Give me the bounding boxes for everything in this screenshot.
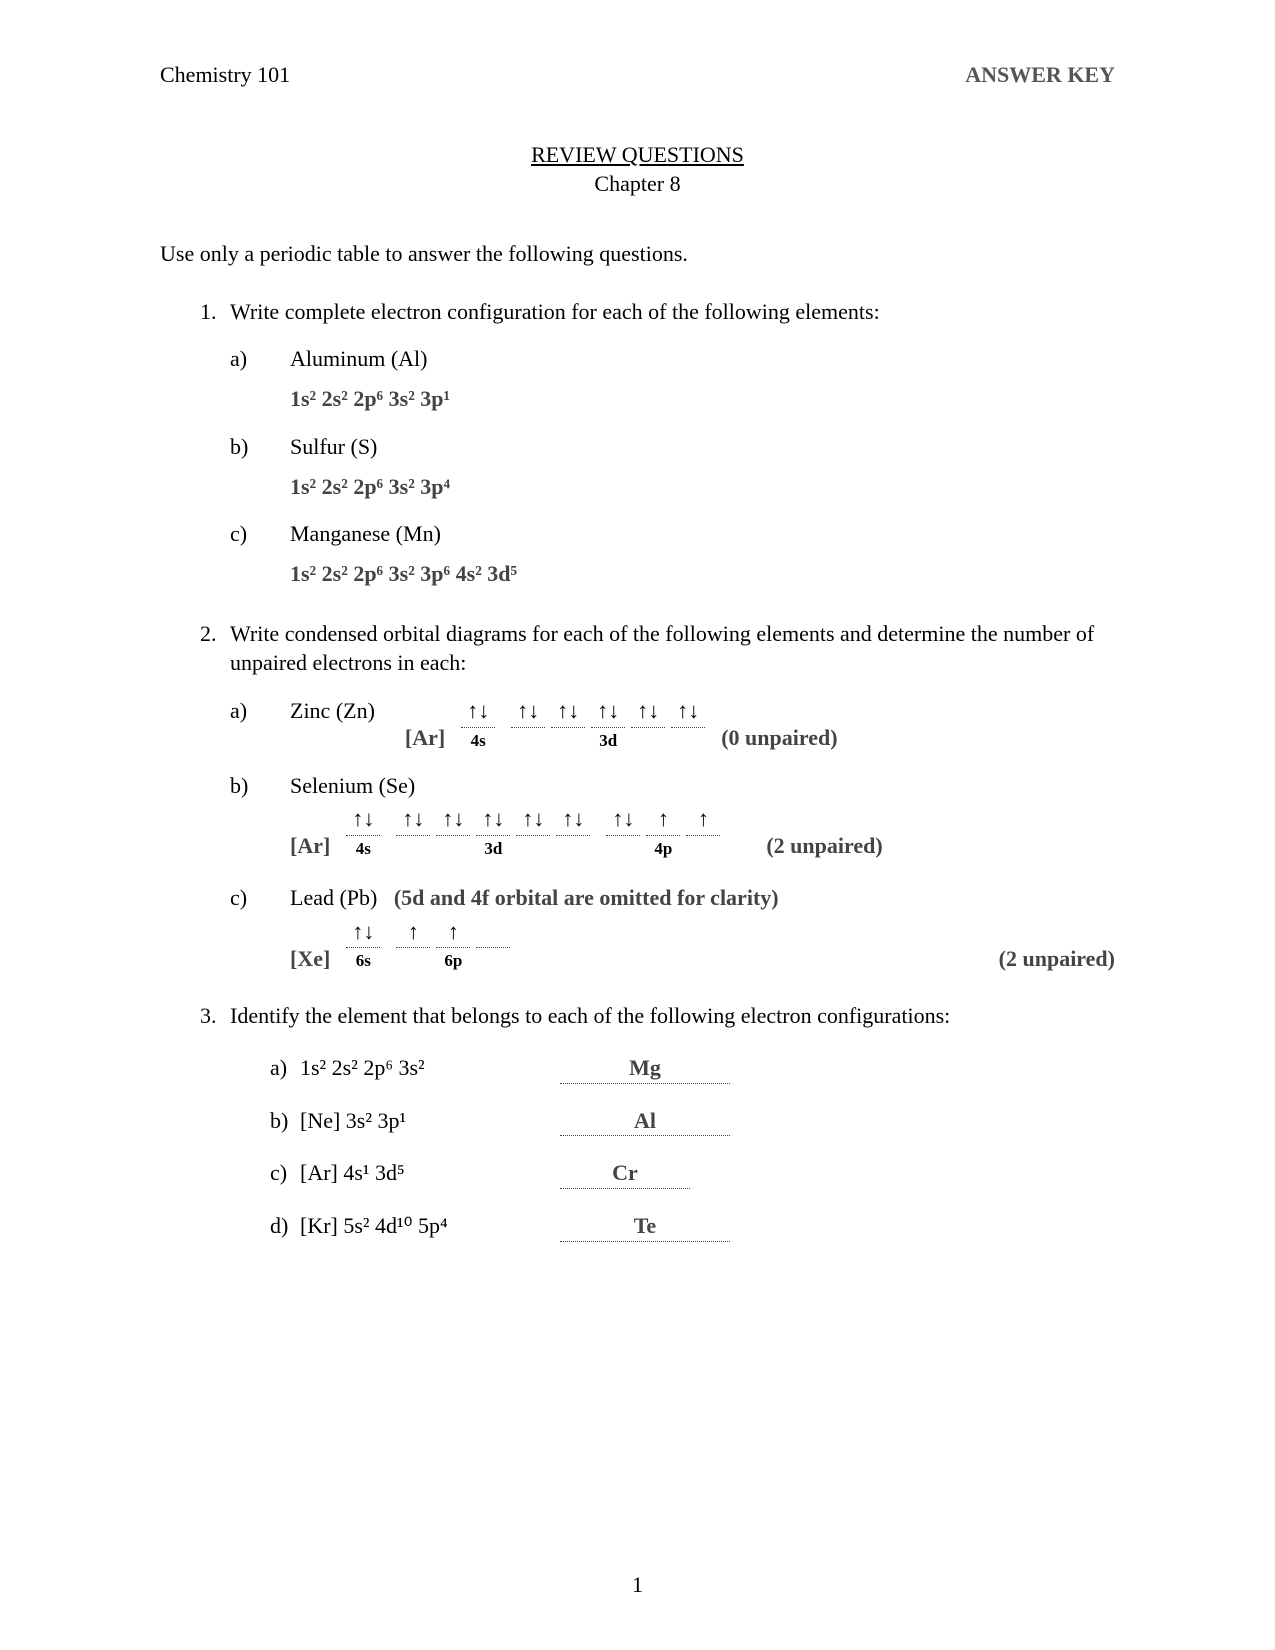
q3a-config: 1s² 2s² 2p⁶ 3s² bbox=[300, 1053, 520, 1083]
q1a: a) Aluminum (Al) bbox=[230, 344, 1115, 374]
q2b-name: Selenium (Se) bbox=[290, 771, 1115, 801]
orbital-box: ↑ bbox=[646, 804, 680, 836]
q1a-config: 1s² 2s² 2p⁶ 3s² 3p¹ bbox=[290, 384, 1115, 414]
q2b-4s: ↑↓ 4s bbox=[346, 804, 380, 861]
course-title: Chemistry 101 bbox=[160, 60, 290, 90]
q2-text: Write condensed orbital diagrams for eac… bbox=[230, 619, 1115, 678]
q1-text: Write complete electron configuration fo… bbox=[230, 297, 1115, 327]
q1c: c) Manganese (Mn) bbox=[230, 519, 1115, 549]
q2a-label: a) bbox=[230, 696, 290, 726]
q3a-label: a) bbox=[270, 1053, 300, 1083]
orbital-label: 6p bbox=[444, 950, 462, 973]
q1a-label: a) bbox=[230, 344, 290, 374]
orbital-box: ↑↓ bbox=[551, 696, 585, 728]
orbital-box: ↑ bbox=[436, 917, 470, 949]
orbital-box: ↑↓ bbox=[346, 804, 380, 836]
q3c: c) [Ar] 4s¹ 3d⁵ Cr bbox=[270, 1158, 1115, 1189]
q3d: d) [Kr] 5s² 4d¹⁰ 5p⁴ Te bbox=[270, 1211, 1115, 1242]
page-header: Chemistry 101 ANSWER KEY bbox=[160, 60, 1115, 90]
orbital-label: 3d bbox=[484, 838, 502, 861]
q2c-core: [Xe] bbox=[290, 944, 330, 974]
q2c-unpaired: (2 unpaired) bbox=[999, 944, 1115, 974]
q3b-config: [Ne] 3s² 3p¹ bbox=[300, 1106, 520, 1136]
q2b-4p: ↑↓ ↑ ↑ 4p bbox=[606, 804, 720, 861]
q3b: b) [Ne] 3s² 3p¹ Al bbox=[270, 1106, 1115, 1137]
q1-number: 1. bbox=[200, 297, 230, 603]
orbital-box: ↑↓ bbox=[606, 804, 640, 836]
orbital-label: 3d bbox=[599, 730, 617, 753]
orbital-box: ↑↓ bbox=[591, 696, 625, 728]
q2a-4s: ↑↓ 4s bbox=[461, 696, 495, 753]
q2b-core: [Ar] bbox=[290, 831, 330, 861]
q3-number: 3. bbox=[200, 1001, 230, 1241]
orbital-box: ↑↓ bbox=[556, 804, 590, 836]
q1c-label: c) bbox=[230, 519, 290, 549]
question-list: 1. Write complete electron configuration… bbox=[160, 297, 1115, 1242]
q1b-name: Sulfur (S) bbox=[290, 432, 1115, 462]
page: Chemistry 101 ANSWER KEY REVIEW QUESTION… bbox=[0, 0, 1275, 1650]
q2c-6s: ↑↓ 6s bbox=[346, 917, 380, 974]
q2-number: 2. bbox=[200, 619, 230, 974]
q3c-label: c) bbox=[270, 1158, 300, 1188]
q3d-label: d) bbox=[270, 1211, 300, 1241]
q2c-name: Lead (Pb) bbox=[290, 885, 377, 910]
orbital-box: ↑ bbox=[396, 917, 430, 949]
q1c-name: Manganese (Mn) bbox=[290, 519, 1115, 549]
q2c-orbital-diagram: [Xe] ↑↓ 6s ↑ ↑ 6p bbox=[290, 917, 1115, 974]
orbital-label: 4s bbox=[471, 730, 486, 753]
orbital-box: ↑↓ bbox=[346, 917, 380, 949]
answer-key-label: ANSWER KEY bbox=[965, 60, 1115, 90]
q2b-label: b) bbox=[230, 771, 290, 801]
q2b-orbital-diagram: [Ar] ↑↓ 4s ↑↓ ↑↓ ↑↓ ↑↓ ↑↓ 3d bbox=[290, 804, 883, 861]
q2a-3d: ↑↓ ↑↓ ↑↓ ↑↓ ↑↓ 3d bbox=[511, 696, 705, 753]
orbital-label: 4p bbox=[654, 838, 672, 861]
q2c-6p: ↑ ↑ 6p bbox=[396, 917, 510, 974]
q1b-label: b) bbox=[230, 432, 290, 462]
q2a-core: [Ar] bbox=[405, 723, 445, 753]
q3-text: Identify the element that belongs to eac… bbox=[230, 1001, 1115, 1031]
orbital-box: ↑↓ bbox=[631, 696, 665, 728]
q2c-extra: (5d and 4f orbital are omitted for clari… bbox=[394, 885, 779, 910]
orbital-box: ↑ bbox=[686, 804, 720, 836]
q2b: b) Selenium (Se) bbox=[230, 771, 1115, 801]
orbital-box: ↑↓ bbox=[516, 804, 550, 836]
page-number: 1 bbox=[0, 1570, 1275, 1600]
orbital-box bbox=[476, 917, 510, 949]
title-sub: Chapter 8 bbox=[160, 169, 1115, 199]
q3c-config: [Ar] 4s¹ 3d⁵ bbox=[300, 1158, 520, 1188]
orbital-box: ↑↓ bbox=[461, 696, 495, 728]
q2a-name: Zinc (Zn) bbox=[290, 696, 375, 726]
q3d-answer: Te bbox=[560, 1211, 730, 1242]
question-3: 3. Identify the element that belongs to … bbox=[200, 1001, 1115, 1241]
q3a-answer: Mg bbox=[560, 1053, 730, 1084]
question-2: 2. Write condensed orbital diagrams for … bbox=[200, 619, 1115, 974]
q3d-config: [Kr] 5s² 4d¹⁰ 5p⁴ bbox=[300, 1211, 520, 1241]
question-1: 1. Write complete electron configuration… bbox=[200, 297, 1115, 603]
orbital-box: ↑↓ bbox=[671, 696, 705, 728]
q3b-answer: Al bbox=[560, 1106, 730, 1137]
orbital-box: ↑↓ bbox=[511, 696, 545, 728]
q1a-name: Aluminum (Al) bbox=[290, 344, 1115, 374]
q2c-label: c) bbox=[230, 883, 290, 913]
q3b-label: b) bbox=[270, 1106, 300, 1136]
orbital-box: ↑↓ bbox=[476, 804, 510, 836]
q2b-unpaired: (2 unpaired) bbox=[766, 831, 882, 861]
q3c-answer: Cr bbox=[560, 1158, 690, 1189]
q1b-config: 1s² 2s² 2p⁶ 3s² 3p⁴ bbox=[290, 472, 1115, 502]
intro-text: Use only a periodic table to answer the … bbox=[160, 239, 1115, 269]
q2a: a) Zinc (Zn) [Ar] ↑↓ 4s bbox=[230, 696, 1115, 753]
q3a: a) 1s² 2s² 2p⁶ 3s² Mg bbox=[270, 1053, 1115, 1084]
q2a-orbital-diagram: [Ar] ↑↓ 4s ↑↓ ↑↓ ↑↓ bbox=[405, 696, 838, 753]
q1c-config: 1s² 2s² 2p⁶ 3s² 3p⁶ 4s² 3d⁵ bbox=[290, 559, 1115, 589]
orbital-box: ↑↓ bbox=[396, 804, 430, 836]
title-block: REVIEW QUESTIONS Chapter 8 bbox=[160, 140, 1115, 199]
title-main: REVIEW QUESTIONS bbox=[160, 140, 1115, 170]
q1b: b) Sulfur (S) bbox=[230, 432, 1115, 462]
orbital-label: 6s bbox=[356, 950, 371, 973]
orbital-label: 4s bbox=[356, 838, 371, 861]
q2b-3d: ↑↓ ↑↓ ↑↓ ↑↓ ↑↓ 3d bbox=[396, 804, 590, 861]
q2c: c) Lead (Pb) (5d and 4f orbital are omit… bbox=[230, 883, 1115, 913]
orbital-box: ↑↓ bbox=[436, 804, 470, 836]
q2a-unpaired: (0 unpaired) bbox=[721, 723, 837, 753]
